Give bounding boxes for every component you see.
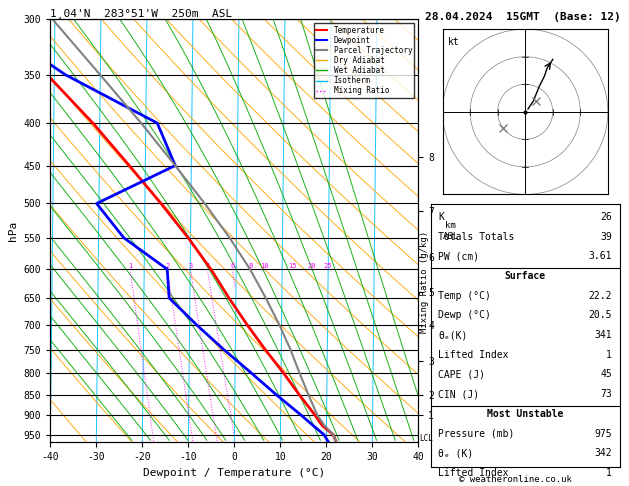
Text: 20: 20 bbox=[308, 263, 316, 269]
Legend: Temperature, Dewpoint, Parcel Trajectory, Dry Adiabat, Wet Adiabat, Isotherm, Mi: Temperature, Dewpoint, Parcel Trajectory… bbox=[314, 23, 415, 98]
Text: θₑ(K): θₑ(K) bbox=[438, 330, 468, 340]
Text: 8: 8 bbox=[248, 263, 252, 269]
Text: Surface: Surface bbox=[504, 271, 546, 281]
Text: 3: 3 bbox=[188, 263, 192, 269]
Text: 2: 2 bbox=[165, 263, 169, 269]
Text: θₑ (K): θₑ (K) bbox=[438, 448, 474, 458]
Text: 342: 342 bbox=[594, 448, 612, 458]
Text: 4: 4 bbox=[205, 263, 209, 269]
Text: LCL: LCL bbox=[420, 434, 433, 443]
Text: 975: 975 bbox=[594, 429, 612, 438]
Text: 15: 15 bbox=[287, 263, 296, 269]
Text: Dewp (°C): Dewp (°C) bbox=[438, 311, 491, 320]
Text: 3.61: 3.61 bbox=[589, 251, 612, 261]
Text: 26: 26 bbox=[600, 212, 612, 222]
Text: 1: 1 bbox=[606, 350, 612, 360]
Text: CAPE (J): CAPE (J) bbox=[438, 369, 486, 380]
Text: 25: 25 bbox=[323, 263, 332, 269]
Text: K: K bbox=[438, 212, 444, 222]
Y-axis label: hPa: hPa bbox=[8, 221, 18, 241]
Text: Totals Totals: Totals Totals bbox=[438, 232, 515, 242]
Text: 73: 73 bbox=[600, 389, 612, 399]
Text: 39: 39 bbox=[600, 232, 612, 242]
Text: Temp (°C): Temp (°C) bbox=[438, 291, 491, 301]
Text: 22.2: 22.2 bbox=[589, 291, 612, 301]
Y-axis label: km
ASL: km ASL bbox=[442, 221, 459, 241]
Text: Lifted Index: Lifted Index bbox=[438, 350, 509, 360]
Text: © weatheronline.co.uk: © weatheronline.co.uk bbox=[459, 474, 572, 484]
Text: 28.04.2024  15GMT  (Base: 12): 28.04.2024 15GMT (Base: 12) bbox=[425, 12, 620, 22]
Text: Most Unstable: Most Unstable bbox=[487, 409, 564, 419]
Text: 10: 10 bbox=[260, 263, 269, 269]
Text: Pressure (mb): Pressure (mb) bbox=[438, 429, 515, 438]
X-axis label: Dewpoint / Temperature (°C): Dewpoint / Temperature (°C) bbox=[143, 468, 325, 478]
Text: 20.5: 20.5 bbox=[589, 311, 612, 320]
Text: kt: kt bbox=[448, 37, 460, 48]
Text: PW (cm): PW (cm) bbox=[438, 251, 479, 261]
Text: CIN (J): CIN (J) bbox=[438, 389, 479, 399]
Text: 1: 1 bbox=[128, 263, 132, 269]
Text: 1: 1 bbox=[606, 468, 612, 478]
Text: 1¸04'N  283°51'W  250m  ASL: 1¸04'N 283°51'W 250m ASL bbox=[50, 9, 233, 18]
Text: Mixing Ratio (g/kg): Mixing Ratio (g/kg) bbox=[420, 231, 429, 333]
Text: 341: 341 bbox=[594, 330, 612, 340]
Text: 45: 45 bbox=[600, 369, 612, 380]
Text: 6: 6 bbox=[230, 263, 234, 269]
Text: Lifted Index: Lifted Index bbox=[438, 468, 509, 478]
